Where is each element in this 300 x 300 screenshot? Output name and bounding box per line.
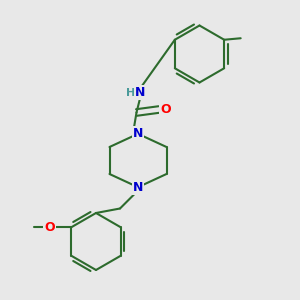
Text: N: N xyxy=(133,127,143,140)
Text: O: O xyxy=(44,221,55,234)
Text: N: N xyxy=(133,181,143,194)
Text: H: H xyxy=(127,88,136,98)
Text: O: O xyxy=(160,103,171,116)
Text: N: N xyxy=(135,86,145,100)
